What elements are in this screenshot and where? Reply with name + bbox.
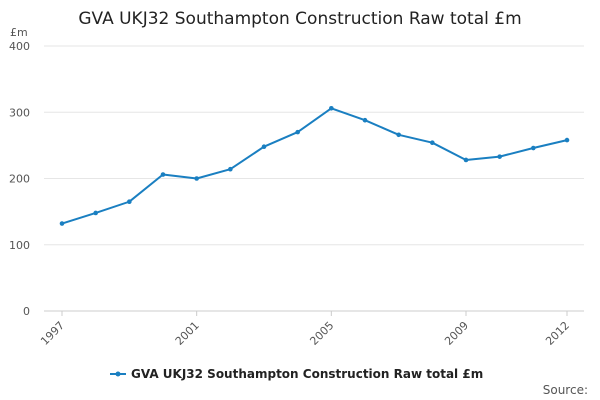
x-tick-label-2009: 2009	[442, 319, 471, 348]
data-point-1999	[127, 199, 132, 204]
data-point-2006	[362, 117, 368, 123]
grid-lines	[44, 45, 584, 312]
data-point-2003	[261, 144, 267, 149]
x-tick-label-1997: 1997	[38, 319, 67, 348]
data-point-2001	[194, 176, 199, 181]
data-point-1997	[59, 221, 65, 226]
data-point-2002	[228, 166, 233, 172]
y-tick-label-0: 0	[23, 305, 30, 318]
data-point-2005	[329, 105, 334, 111]
legend[interactable]: GVA UKJ32 Southampton Construction Raw t…	[110, 367, 483, 381]
data-point-2009	[463, 157, 469, 163]
data-point-2012	[564, 137, 570, 143]
legend-label[interactable]: GVA UKJ32 Southampton Construction Raw t…	[131, 367, 483, 381]
y-tick-label-200: 200	[9, 173, 30, 186]
x-tick-label-2005: 2005	[307, 319, 336, 348]
series-line-0	[61, 107, 568, 225]
y-tick-label-100: 100	[9, 239, 30, 252]
chart-title: GVA UKJ32 Southampton Construction Raw t…	[78, 9, 521, 29]
data-point-2011	[531, 145, 536, 151]
y-axis-unit-label: £m	[10, 26, 28, 39]
source-label: Source:	[543, 383, 588, 397]
data-point-1998	[93, 210, 98, 216]
data-point-2008	[430, 140, 435, 146]
x-tick-label-2001: 2001	[173, 319, 202, 348]
data-point-2010	[497, 154, 502, 159]
legend-marker-swatch	[115, 371, 121, 377]
x-tick-label-2012: 2012	[543, 319, 572, 348]
y-tick-label-300: 300	[9, 106, 30, 119]
y-axis-ticks: 0 100 200 300 400	[9, 40, 30, 318]
data-point-2000	[160, 172, 166, 177]
data-point-2004	[295, 129, 300, 135]
x-axis-ticks: 1997 2001 2005 2009 2012	[38, 311, 572, 348]
data-point-2007	[396, 132, 401, 138]
data-series	[59, 105, 570, 226]
y-tick-label-400: 400	[9, 40, 30, 53]
